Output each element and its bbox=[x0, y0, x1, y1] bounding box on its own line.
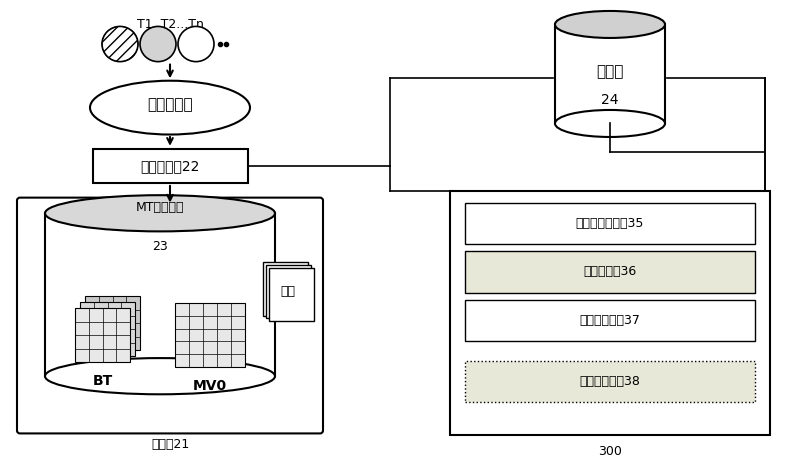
Text: 物化表调度器38: 物化表调度器38 bbox=[579, 375, 641, 388]
FancyBboxPatch shape bbox=[266, 265, 310, 319]
Circle shape bbox=[178, 27, 214, 62]
Circle shape bbox=[102, 27, 138, 62]
Ellipse shape bbox=[45, 358, 275, 394]
FancyBboxPatch shape bbox=[85, 297, 140, 350]
FancyBboxPatch shape bbox=[450, 191, 770, 436]
FancyBboxPatch shape bbox=[465, 361, 755, 402]
Text: 多租户应用: 多租户应用 bbox=[147, 97, 193, 112]
FancyBboxPatch shape bbox=[80, 302, 135, 356]
Text: 物化表构造器37: 物化表构造器37 bbox=[579, 314, 641, 327]
Text: 300: 300 bbox=[598, 445, 622, 458]
FancyBboxPatch shape bbox=[93, 149, 247, 184]
FancyBboxPatch shape bbox=[269, 268, 314, 321]
Text: 更新模式分析器35: 更新模式分析器35 bbox=[576, 217, 644, 230]
Ellipse shape bbox=[45, 195, 275, 231]
Text: 租户分组器36: 租户分组器36 bbox=[583, 265, 637, 279]
Ellipse shape bbox=[90, 81, 250, 134]
FancyBboxPatch shape bbox=[465, 300, 755, 341]
Text: 23: 23 bbox=[152, 241, 168, 253]
Ellipse shape bbox=[555, 11, 665, 38]
Text: 访问路由器22: 访问路由器22 bbox=[140, 159, 200, 174]
FancyBboxPatch shape bbox=[262, 262, 307, 315]
Text: 服务器21: 服务器21 bbox=[151, 438, 189, 451]
Circle shape bbox=[140, 27, 176, 62]
FancyBboxPatch shape bbox=[17, 198, 323, 433]
Text: MV0: MV0 bbox=[193, 379, 227, 392]
Text: MT应用数据: MT应用数据 bbox=[136, 202, 184, 214]
Polygon shape bbox=[555, 24, 665, 123]
FancyBboxPatch shape bbox=[465, 202, 755, 244]
Text: 24: 24 bbox=[602, 93, 618, 107]
Text: 日志: 日志 bbox=[281, 285, 295, 298]
Text: BT: BT bbox=[92, 374, 113, 388]
FancyBboxPatch shape bbox=[75, 308, 130, 362]
Text: T1, T2...Tn: T1, T2...Tn bbox=[137, 17, 203, 31]
FancyBboxPatch shape bbox=[175, 303, 245, 367]
Polygon shape bbox=[45, 213, 275, 376]
FancyBboxPatch shape bbox=[465, 252, 755, 292]
Text: 元数据: 元数据 bbox=[596, 64, 624, 79]
Ellipse shape bbox=[555, 110, 665, 137]
